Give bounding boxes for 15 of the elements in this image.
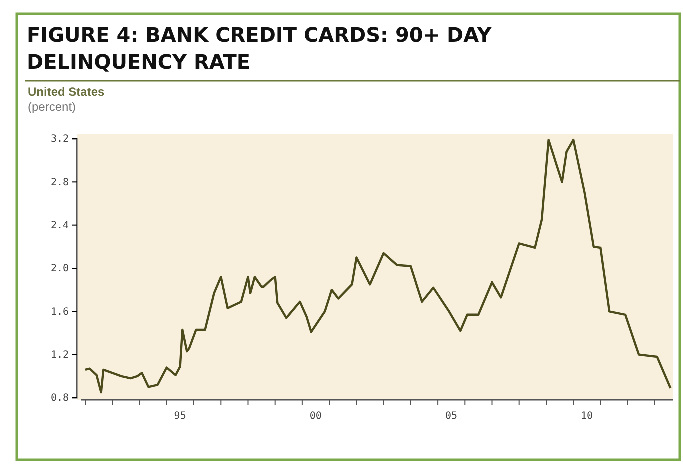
x-tick-label: 10 [581,411,594,422]
x-tick-label: 05 [445,411,458,422]
y-tick-label: 1.2 [50,350,69,362]
chart-title: FIGURE 4: BANK CREDIT CARDS: 90+ DAY DELINQUENCY RATE [27,23,492,74]
line-series [84,138,672,394]
x-tick-label: 95 [174,411,186,422]
y-tick-label: 2.0 [50,264,69,275]
y-tick-label: 1.6 [50,306,69,318]
y-tick-label: 0.8 [50,393,69,404]
y-tick-label: 3.2 [50,134,69,146]
y-tick-label: 2.8 [50,177,69,188]
x-tick-label: 00 [310,411,322,422]
y-axis-title: (percent) [28,100,76,114]
y-tick-label: 2.4 [50,220,69,232]
chart-subtitle: United States [28,85,106,99]
